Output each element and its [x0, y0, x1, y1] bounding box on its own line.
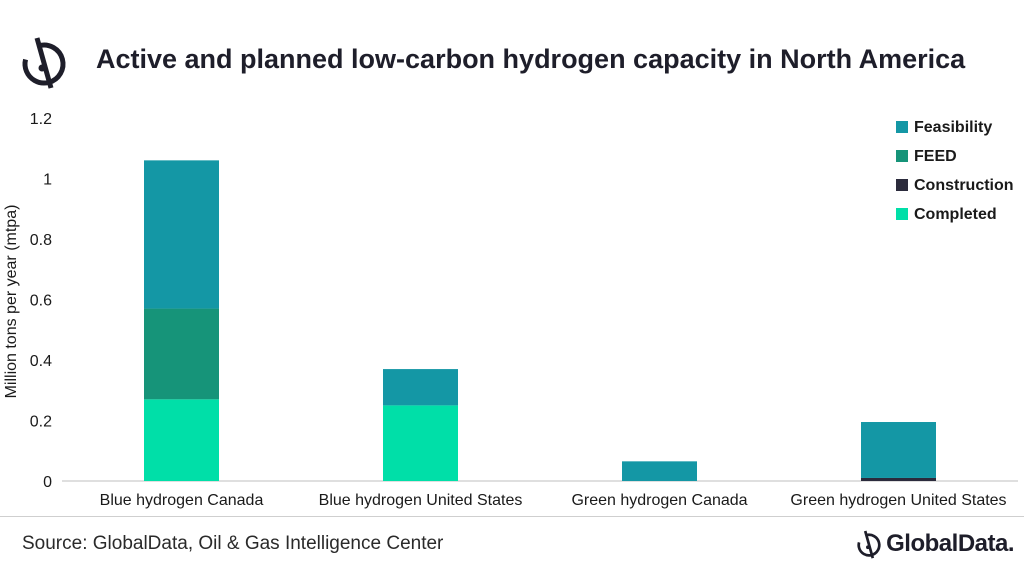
bar-segment-completed [383, 405, 458, 481]
bar-segment-completed [144, 399, 219, 481]
bar-segment-feasibility [861, 422, 936, 478]
y-tick-label: 0 [43, 474, 52, 491]
x-axis: Blue hydrogen Canada Blue hydrogen United… [62, 480, 1018, 509]
globaldata-logo-icon [22, 37, 66, 89]
bar-segment-feasibility [144, 160, 219, 309]
chart-title: Active and planned low-carbon hydrogen c… [96, 44, 966, 74]
y-axis-label: Million tons per year (mtpa) [3, 205, 20, 399]
legend-swatch [896, 121, 908, 133]
chart: 00.20.40.60.811.2 Blue hydrogen Canada Bl… [3, 111, 1018, 509]
legend-swatch [896, 179, 908, 191]
brand-name: GlobalData. [886, 530, 1014, 557]
y-tick-label: 0.2 [30, 414, 52, 431]
legend-label: Completed [914, 206, 997, 223]
y-axis: 0 0.2 0.4 0.6 0.8 1 1.2 [30, 111, 52, 491]
x-tick-label: Blue hydrogen Canada [100, 492, 264, 509]
bar-segment-construction [861, 477, 936, 481]
legend: Feasibility FEED Construction Completed [896, 119, 1014, 223]
footer-divider [0, 516, 1024, 517]
legend-label: FEED [914, 148, 957, 165]
legend-swatch [896, 208, 908, 220]
y-tick-label: 0.8 [30, 232, 52, 249]
brand-logo: GlobalData. [856, 528, 1014, 560]
x-tick-label: Green hydrogen United States [790, 492, 1006, 509]
y-tick-label: 0.4 [30, 353, 52, 370]
source-note: Source: GlobalData, Oil & Gas Intelligen… [22, 533, 444, 554]
x-tick-label: Green hydrogen Canada [571, 492, 747, 509]
y-tick-label: 1.2 [30, 111, 52, 128]
legend-label: Feasibility [914, 119, 992, 136]
legend-label: Construction [914, 177, 1014, 194]
y-tick-label: 1 [43, 172, 52, 189]
x-tick-label: Blue hydrogen United States [319, 492, 523, 509]
bar-segment-feasibility [622, 461, 697, 481]
legend-swatch [896, 150, 908, 162]
bar-segment-feed [144, 308, 219, 400]
y-tick-label: 0.6 [30, 293, 52, 310]
bars [144, 160, 936, 481]
globaldata-logo-icon [857, 530, 881, 559]
bar-segment-feasibility [383, 369, 458, 406]
